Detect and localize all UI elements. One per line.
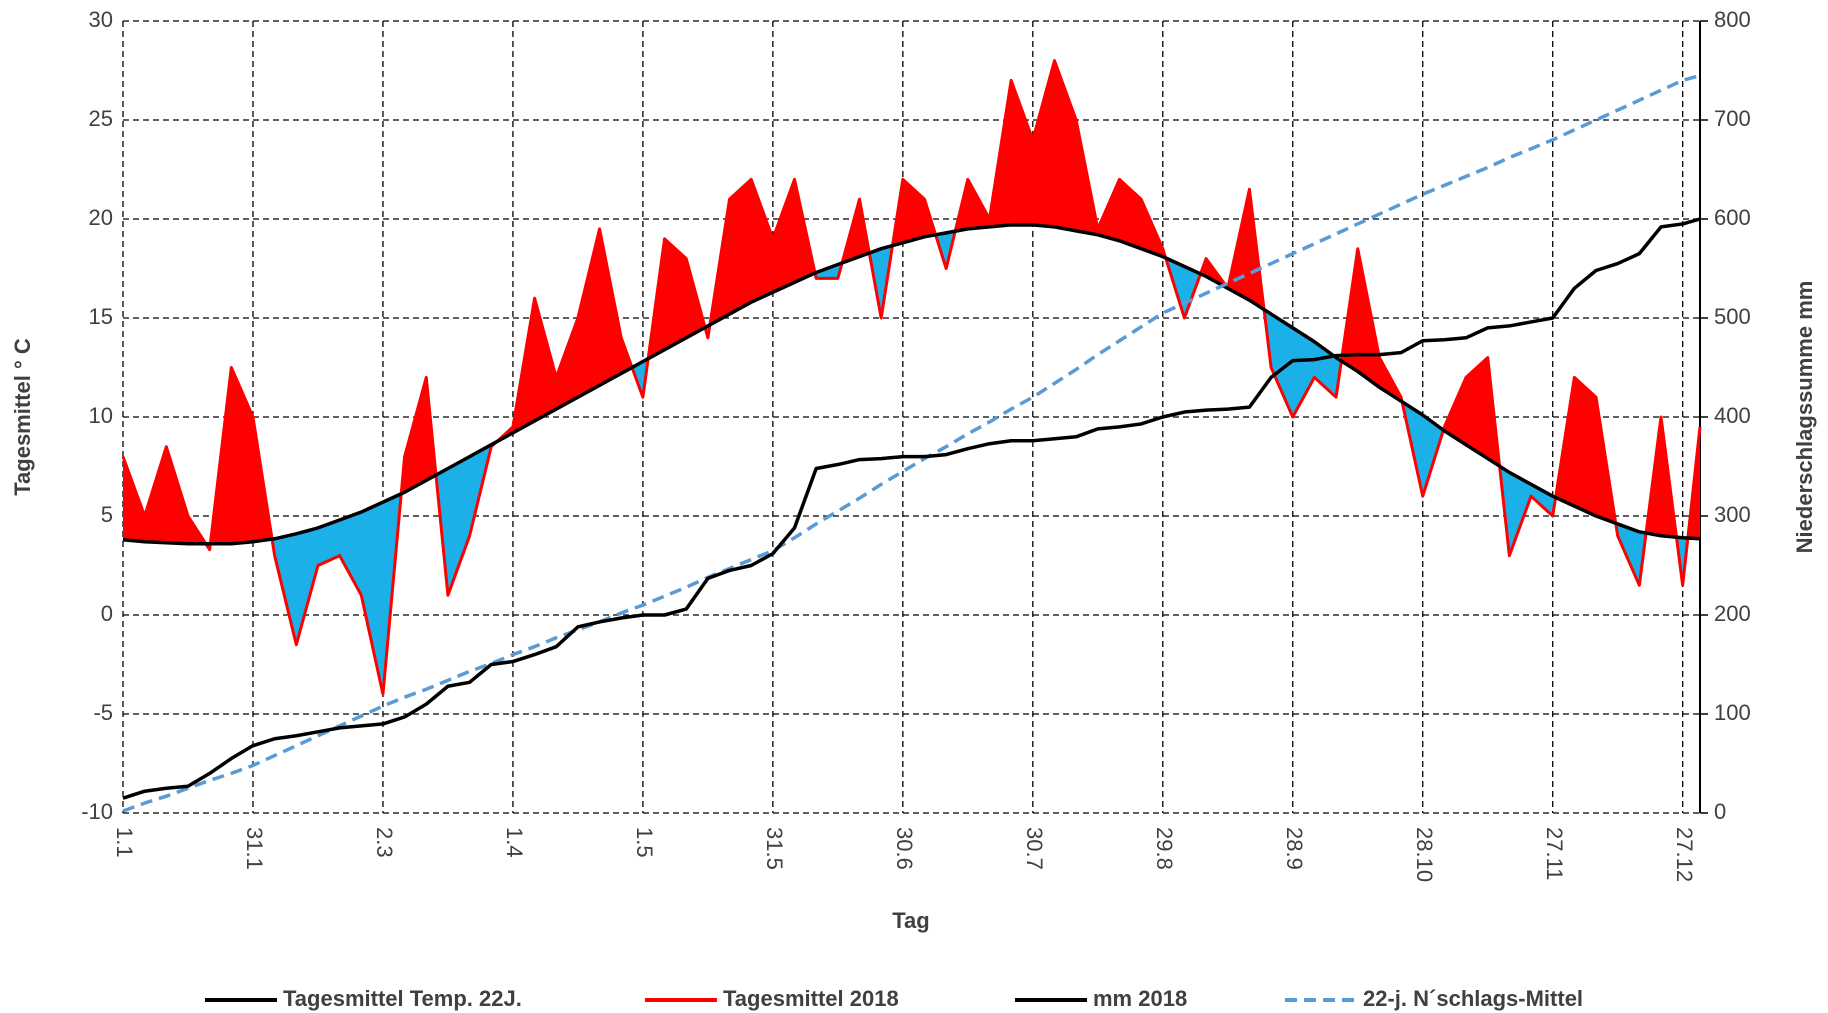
- y-tick-label: 30: [89, 7, 113, 32]
- y2-tick-label: 600: [1714, 205, 1751, 230]
- x-tick-label: 27.12: [1672, 827, 1697, 882]
- y2-tick-label: 200: [1714, 601, 1751, 626]
- y-tick-label: 15: [89, 304, 113, 329]
- legend-label: Tagesmittel 2018: [723, 986, 899, 1011]
- x-tick-label: 1.4: [502, 827, 527, 858]
- y2-axis-title: Niederschlagssumme mm: [1792, 281, 1817, 554]
- y2-tick-label: 300: [1714, 502, 1751, 527]
- y-tick-label: 25: [89, 106, 113, 131]
- x-tick-label: 29.8: [1152, 827, 1177, 870]
- above-mean-fill: [123, 60, 1700, 544]
- x-tick-label: 1.5: [632, 827, 657, 858]
- x-tick-label: 31.1: [242, 827, 267, 870]
- y-tick-label: 20: [89, 205, 113, 230]
- y-tick-label: 10: [89, 403, 113, 428]
- x-tick-label: 2.3: [372, 827, 397, 858]
- series-line: [122, 223, 1701, 546]
- x-axis-title: Tag: [892, 908, 929, 933]
- series-line: [122, 217, 1701, 800]
- series-line: [122, 73, 1701, 813]
- x-tick-label: 1.1: [112, 827, 137, 858]
- y2-tick-label: 0: [1714, 799, 1726, 824]
- y2-tick-label: 100: [1714, 700, 1751, 725]
- y-tick-label: -10: [81, 799, 113, 824]
- below-mean-fill: [123, 224, 1700, 695]
- y2-tick-label: 500: [1714, 304, 1751, 329]
- x-tick-label: 28.9: [1282, 827, 1307, 870]
- y-tick-label: -5: [93, 700, 113, 725]
- legend-label: 22-j. N´schlags-Mittel: [1363, 986, 1583, 1011]
- x-tick-label: 28.10: [1412, 827, 1437, 882]
- x-tick-label: 31.5: [762, 827, 787, 870]
- legend-label: Tagesmittel Temp. 22J.: [283, 986, 522, 1011]
- y-axis-title: Tagesmittel ° C: [10, 338, 35, 496]
- legend-label: mm 2018: [1093, 986, 1187, 1011]
- x-tick-label: 30.7: [1022, 827, 1047, 870]
- series-line: [121, 59, 1702, 696]
- x-tick-label: 30.6: [892, 827, 917, 870]
- x-tick-label: 27.11: [1542, 827, 1567, 880]
- y2-tick-label: 700: [1714, 106, 1751, 131]
- y-tick-label: 5: [101, 502, 113, 527]
- y2-tick-label: 800: [1714, 7, 1751, 32]
- y2-tick-label: 400: [1714, 403, 1751, 428]
- y-tick-label: 0: [101, 601, 113, 626]
